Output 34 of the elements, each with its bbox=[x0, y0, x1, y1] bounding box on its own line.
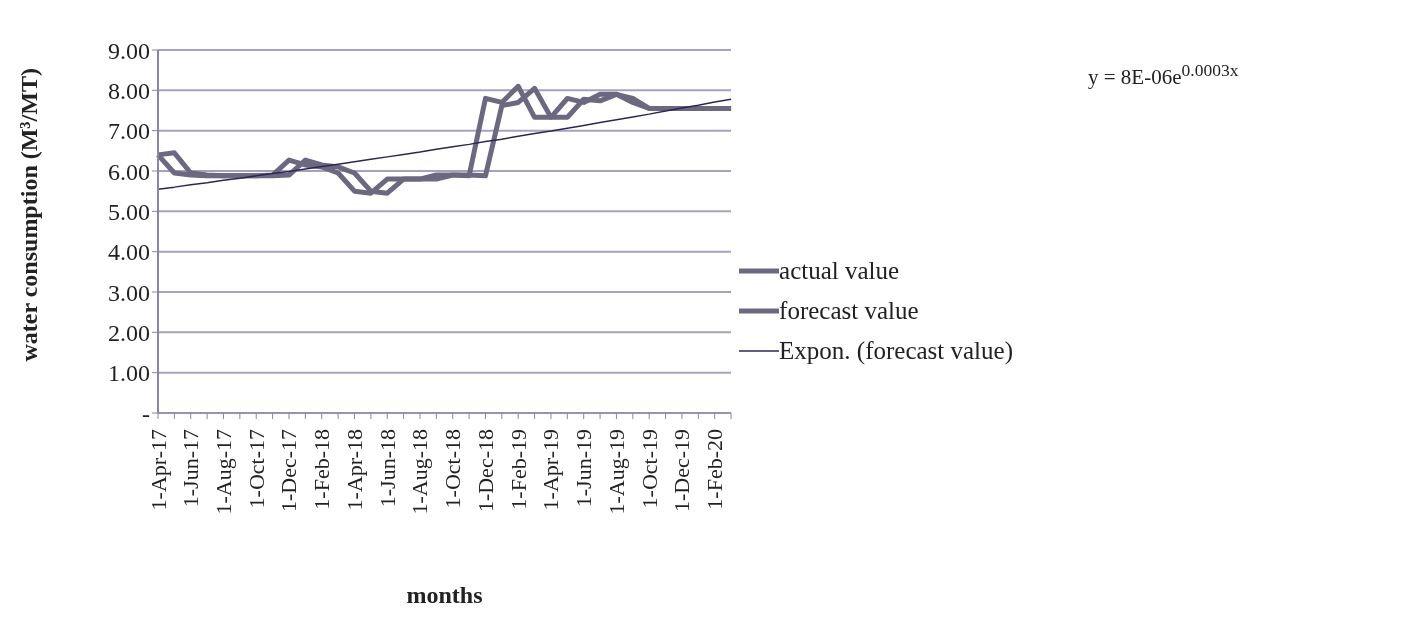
x-tick-label: 1-Dec-19 bbox=[669, 429, 695, 513]
x-tick-label: 1-Aug-18 bbox=[407, 429, 433, 515]
x-tick-label: 1-Jun-18 bbox=[374, 429, 400, 508]
text: y = 8E-06e$^{0.0003x}$ bbox=[1088, 60, 1239, 90]
y-tick-label: 5.00 bbox=[108, 198, 150, 225]
y-tick-label: 1.00 bbox=[108, 360, 150, 387]
y-tick-label: - bbox=[142, 400, 150, 427]
x-tick-label: 1-Aug-19 bbox=[603, 429, 629, 515]
y-tick-label: 3.00 bbox=[108, 279, 150, 306]
x-tick-label: 1-Oct-18 bbox=[440, 429, 466, 509]
x-tick-label: 1-Feb-20 bbox=[702, 429, 728, 510]
x-tick-label: 1-Jun-19 bbox=[571, 429, 597, 508]
x-axis-title: months bbox=[406, 582, 483, 608]
y-axis-title: water consumption (M³/MT) bbox=[15, 68, 42, 362]
y-tick-label: 9.00 bbox=[108, 37, 150, 64]
x-tick-label: 1-Feb-18 bbox=[309, 429, 335, 510]
legend-label: forecast value bbox=[779, 296, 919, 325]
y-tick-label: 4.00 bbox=[108, 239, 150, 266]
x-tick-label: 1-Jun-17 bbox=[178, 429, 204, 508]
x-tick-label: 1-Oct-17 bbox=[243, 429, 269, 509]
x-tick-label: 1-Dec-18 bbox=[472, 429, 498, 513]
x-tick-label: 1-Apr-17 bbox=[145, 429, 171, 511]
x-tick-label: 1-Dec-17 bbox=[276, 429, 302, 513]
y-tick-label: 6.00 bbox=[108, 158, 150, 185]
y-tick-label: 7.00 bbox=[108, 118, 150, 145]
y-tick-label: 8.00 bbox=[108, 77, 150, 104]
x-tick-label: 1-Apr-19 bbox=[538, 429, 564, 511]
y-tick-label: 2.00 bbox=[108, 319, 150, 346]
x-tick-label: 1-Apr-18 bbox=[341, 429, 367, 511]
legend-label: Expon. (forecast value) bbox=[779, 336, 1013, 365]
x-tick-label: 1-Feb-19 bbox=[505, 429, 531, 510]
legend-label: actual value bbox=[779, 256, 900, 285]
x-tick-label: 1-Aug-17 bbox=[210, 429, 236, 515]
x-tick-label: 1-Oct-19 bbox=[636, 429, 662, 509]
